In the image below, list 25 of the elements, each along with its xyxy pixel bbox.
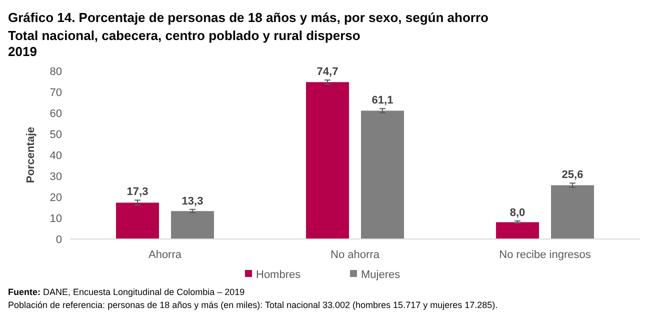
y-tick-label: 60 <box>50 108 62 120</box>
legend-label: Hombres <box>256 269 302 281</box>
data-label: 74,7 <box>316 66 338 78</box>
y-axis-title: Porcentaje <box>25 126 37 184</box>
y-tick-label: 30 <box>50 171 62 183</box>
chart-subtitle: Total nacional, cabecera, centro poblado y rural disperso 2019 <box>8 28 360 59</box>
x-tick-label: No recibe ingresos <box>499 249 592 261</box>
data-label: 13,3 <box>182 195 204 208</box>
x-tick-label: Ahorra <box>148 249 182 261</box>
y-tick-label: 20 <box>50 192 62 204</box>
data-label: 17,3 <box>126 186 148 198</box>
y-tick-label: 40 <box>50 150 62 162</box>
data-label: 61,1 <box>372 94 394 107</box>
y-tick-label: 50 <box>50 129 62 141</box>
y-tick-label: 70 <box>50 87 62 99</box>
y-tick-label: 0 <box>56 234 62 246</box>
data-label: 25,6 <box>562 169 584 182</box>
text: Población de referencia: personas de 18 años y más (en miles): Total nacional 33.002 (hombres 15.717 y mujeres 17.285). <box>8 300 498 310</box>
source-note: Fuente: DANE, Encuesta Longitudinal de Colombia – 2019 <box>8 287 245 297</box>
data-label: 8,0 <box>510 206 526 219</box>
chart-title: Gráfico 14. Porcentaje de personas de 18 años y más, por sexo, según ahorro <box>8 10 489 25</box>
x-tick-label: No ahorra <box>330 249 380 261</box>
legend-label: Mujeres <box>361 269 401 281</box>
y-tick-label: 80 <box>50 66 62 78</box>
y-tick-label: 10 <box>50 213 62 225</box>
